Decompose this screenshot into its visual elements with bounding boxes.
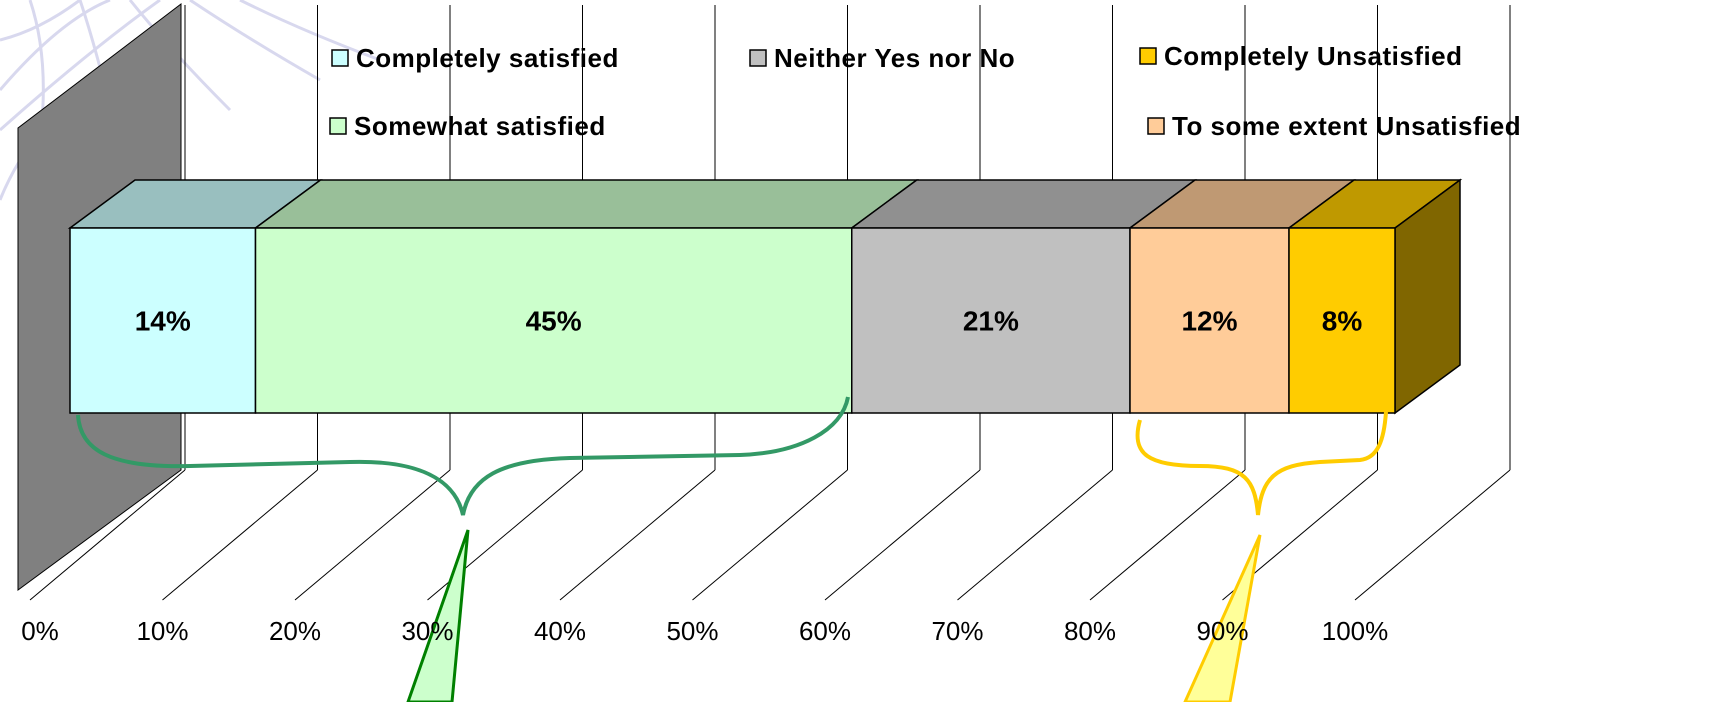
legend-swatch-neither-yes-nor-no: [749, 49, 767, 67]
gridline-floor: [692, 469, 848, 601]
tick-label: 80%: [1064, 616, 1116, 646]
legend-swatch-to-some-extent-unsatisfied: [1147, 117, 1165, 135]
value-labels: 14% 45% 21% 12% 8%: [135, 306, 1363, 337]
value-label-somewhat-satisfied: 45%: [526, 306, 582, 337]
bar-somewhat-satisfied: [254, 227, 853, 414]
gridline-floor: [1089, 469, 1246, 601]
tick-label: 90%: [1196, 616, 1248, 646]
brace-annotations: [76, 396, 1388, 702]
tick-label: 70%: [931, 616, 983, 646]
tick-label: 60%: [799, 616, 851, 646]
bar-completely-satisfied: [69, 227, 257, 414]
bar-segments: [67, 178, 1463, 415]
x-axis-ticks: 0% 10% 20% 30% 40% 50% 60% 70% 80% 90% 100%: [21, 616, 1388, 646]
bar-to-some-extent-unsatisfied: [1129, 227, 1290, 414]
legend-swatch-somewhat-satisfied: [329, 117, 347, 135]
legend-label-completely-satisfied: Completely satisfied: [356, 43, 619, 73]
legend-label-somewhat-satisfied: Somewhat satisfied: [354, 111, 606, 141]
value-label-completely-satisfied: 14%: [135, 306, 191, 337]
tick-label: 100%: [1322, 616, 1389, 646]
gridline-floor: [559, 469, 716, 601]
gridline-floor: [162, 469, 318, 601]
legend-label-completely-unsatisfied: Completely Unsatisfied: [1164, 41, 1463, 71]
legend-swatch-completely-satisfied: [331, 49, 349, 67]
value-label-neither-yes-nor-no: 21%: [963, 306, 1019, 337]
bar-top-somewhat-satisfied: [253, 179, 920, 229]
value-label-to-some-extent-unsatisfied: 12%: [1181, 306, 1237, 337]
legend-label-to-some-extent-unsatisfied: To some extent Unsatisfied: [1172, 111, 1521, 141]
gridline-floor: [1354, 469, 1511, 601]
tick-label: 30%: [401, 616, 453, 646]
gridline-floor: [29, 469, 186, 601]
legend-swatch-completely-unsatisfied: [1139, 47, 1157, 65]
value-label-completely-unsatisfied: 8%: [1322, 306, 1363, 337]
legend: Completely satisfied Neither Yes nor No Co…: [329, 41, 1521, 141]
callout-pointer-satisfied: [406, 529, 470, 702]
legend-label-neither-yes-nor-no: Neither Yes nor No: [774, 43, 1015, 73]
gridline-floor: [957, 469, 1113, 601]
tick-label: 50%: [666, 616, 718, 646]
bar-neither-yes-nor-no: [851, 227, 1131, 414]
tick-label: 20%: [269, 616, 321, 646]
gridline-floor: [294, 469, 451, 601]
gridline-floor: [824, 469, 981, 601]
bar-completely-unsatisfied: [1288, 227, 1396, 414]
tick-label: 40%: [534, 616, 586, 646]
tick-label: 0%: [21, 616, 59, 646]
brace-satisfied: [76, 396, 850, 516]
brace-unsatisfied: [1135, 411, 1388, 516]
callout-pointer-unsatisfied: [1183, 534, 1262, 702]
tick-label: 10%: [136, 616, 188, 646]
